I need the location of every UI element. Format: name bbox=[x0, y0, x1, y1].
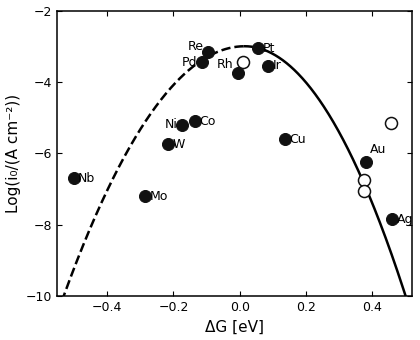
Text: Pd: Pd bbox=[182, 56, 197, 69]
Text: Co: Co bbox=[200, 115, 216, 128]
Point bbox=[142, 193, 149, 199]
Point bbox=[71, 175, 77, 181]
Point bbox=[362, 159, 369, 165]
Point bbox=[361, 188, 368, 193]
Text: Re: Re bbox=[188, 40, 204, 53]
Point bbox=[255, 45, 261, 51]
Point bbox=[387, 120, 394, 126]
Point bbox=[240, 59, 247, 65]
Point bbox=[165, 142, 172, 147]
Point bbox=[178, 122, 185, 128]
Point bbox=[265, 63, 271, 69]
Text: W: W bbox=[173, 138, 185, 151]
Point bbox=[361, 177, 368, 183]
Y-axis label: Log(i₀/(A cm⁻²)): Log(i₀/(A cm⁻²)) bbox=[5, 94, 21, 213]
Text: Ag: Ag bbox=[396, 213, 413, 226]
Text: Mo: Mo bbox=[150, 190, 168, 203]
Point bbox=[235, 70, 242, 76]
Text: Nb: Nb bbox=[78, 172, 95, 185]
Point bbox=[198, 59, 205, 65]
Point bbox=[281, 136, 288, 142]
Text: Pt: Pt bbox=[262, 41, 275, 54]
Text: Cu: Cu bbox=[289, 133, 305, 146]
Text: Ni: Ni bbox=[165, 118, 177, 131]
Text: Rh: Rh bbox=[217, 57, 234, 71]
Point bbox=[389, 217, 396, 222]
Text: Au: Au bbox=[370, 143, 386, 156]
Point bbox=[192, 118, 198, 124]
Text: Ir: Ir bbox=[272, 59, 281, 72]
Point bbox=[205, 49, 212, 54]
X-axis label: ΔG [eV]: ΔG [eV] bbox=[205, 320, 264, 335]
